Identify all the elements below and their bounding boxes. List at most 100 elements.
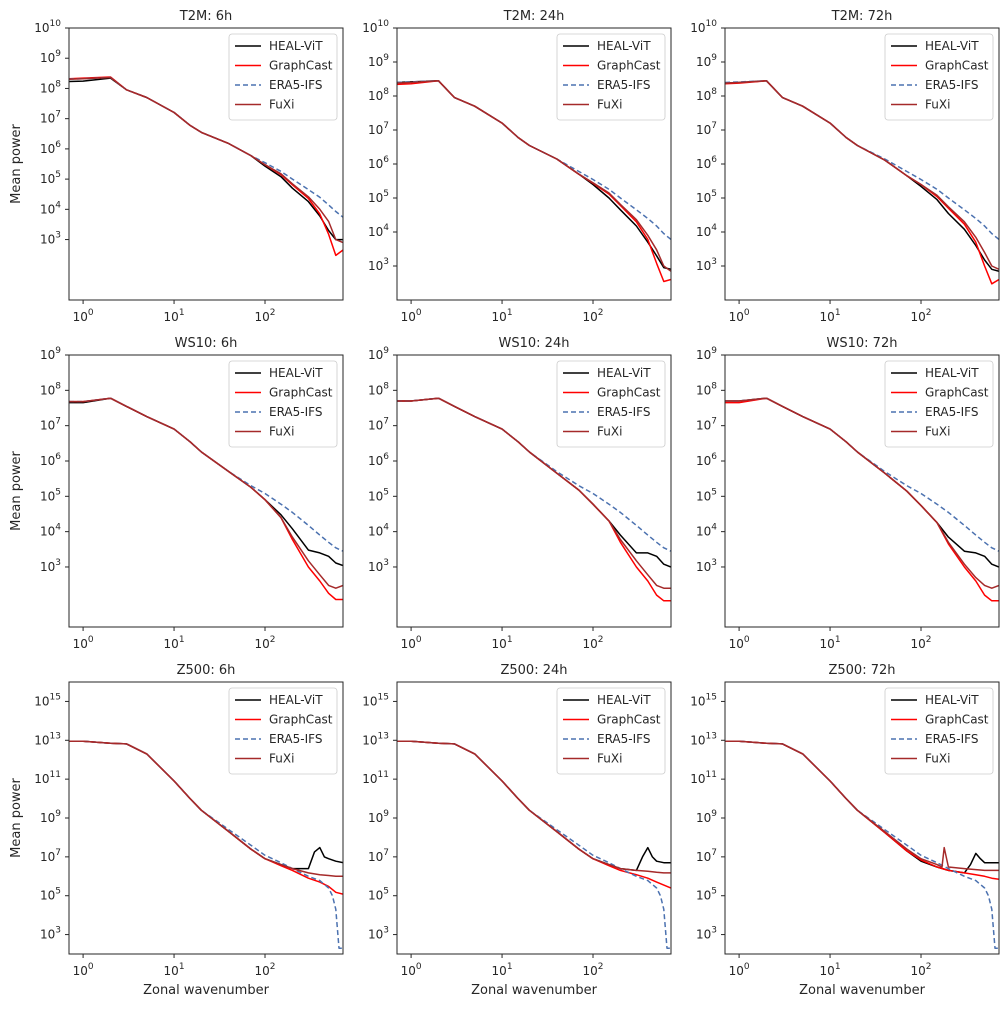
legend-label-graphcast: GraphCast [597,713,661,727]
panel-title: T2M: 6h [179,9,232,24]
series-group [725,740,999,949]
x-axis-label: Zonal wavenumber [799,983,925,998]
panel-title: Z500: 72h [828,663,895,678]
legend: HEAL-ViT GraphCast ERA5-IFS FuXi [556,360,666,448]
legend-label-graphcast: GraphCast [269,386,333,400]
x-tick-label: 100 [73,308,94,324]
legend-label-fuxi: FuXi [597,425,622,439]
legend-label-era5-ifs: ERA5-IFS [269,405,322,419]
y-tick-label: 105 [40,170,61,186]
y-tick-label: 103 [40,231,61,247]
panel-z500-72h: Z500: 72h 100 101 102 103 105 107 109 1011 1013 10… [690,663,1000,998]
series-line-fuxi [69,397,343,589]
panel-t2m-6h: T2M: 6h 100 101 102 103 104 105 106 107 108 109 101… [9,9,344,324]
y-axis-label: Mean power [9,777,24,857]
y-tick-label: 1013 [34,731,61,747]
y-tick-label: 106 [40,140,61,156]
legend: HEAL-ViT GraphCast ERA5-IFS FuXi [228,33,338,121]
y-tick-label: 103 [368,558,389,574]
series-line-fuxi [397,740,671,874]
y-tick-label: 1013 [362,731,389,747]
y-tick-label: 1015 [362,692,389,708]
x-tick-label: 101 [164,962,185,978]
legend-label-fuxi: FuXi [269,98,294,112]
legend-label-era5-ifs: ERA5-IFS [269,732,322,746]
legend-box [884,33,994,121]
panel-ws10-72h: WS10: 72h 100 101 102 103 104 105 106 107 108 109 H… [696,336,1000,651]
legend-label-era5-ifs: ERA5-IFS [597,78,650,92]
y-tick-label: 103 [368,926,389,942]
y-tick-label: 106 [368,155,389,171]
panel-z500-6h: Z500: 6h 100 101 102 103 105 107 109 1011 1013 101… [9,663,344,998]
legend-label-fuxi: FuXi [597,98,622,112]
y-axis-label: Mean power [9,123,24,203]
x-tick-label: 101 [492,308,513,324]
legend-label-fuxi: FuXi [925,98,950,112]
y-tick-label: 109 [40,346,61,362]
legend-label-heal-vit: HEAL-ViT [925,366,979,380]
y-tick-label: 109 [40,49,61,65]
y-tick-label: 105 [368,887,389,903]
y-axis-label: Mean power [9,450,24,530]
x-tick-label: 101 [492,962,513,978]
panel-ws10-24h: WS10: 24h 100 101 102 103 104 105 106 107 108 109 H… [368,336,672,651]
y-tick-label: 103 [696,558,717,574]
y-tick-label: 103 [40,926,61,942]
y-tick-label: 107 [696,848,717,864]
y-tick-label: 106 [40,452,61,468]
panel-ws10-6h: WS10: 6h 100 101 102 103 104 105 106 107 108 109 HE… [9,336,344,651]
axes-frame [68,681,344,955]
legend-box [884,360,994,448]
y-tick-label: 107 [40,417,61,433]
x-axis-label: Zonal wavenumber [143,983,269,998]
legend-label-heal-vit: HEAL-ViT [925,39,979,53]
x-tick-label: 101 [492,635,513,651]
x-tick-label: 100 [73,635,94,651]
x-tick-label: 100 [401,308,422,324]
y-tick-label: 103 [696,257,717,273]
x-tick-label: 101 [820,962,841,978]
y-tick-label: 1010 [362,19,389,35]
legend-label-graphcast: GraphCast [925,386,989,400]
legend: HEAL-ViT GraphCast ERA5-IFS FuXi [228,360,338,448]
legend-label-fuxi: FuXi [925,425,950,439]
y-tick-label: 103 [368,257,389,273]
y-tick-label: 105 [40,887,61,903]
legend-label-era5-ifs: ERA5-IFS [925,78,978,92]
legend-box [556,360,666,448]
y-tick-label: 109 [40,809,61,825]
axes-frame [396,681,672,955]
y-tick-label: 109 [696,809,717,825]
legend-label-heal-vit: HEAL-ViT [269,39,323,53]
series-group [725,397,999,602]
x-tick-label: 102 [911,308,932,324]
panel-title: WS10: 24h [499,336,570,351]
y-tick-label: 104 [696,223,717,239]
legend-label-graphcast: GraphCast [597,386,661,400]
y-tick-label: 105 [696,189,717,205]
series-group [69,740,343,949]
y-tick-label: 106 [368,452,389,468]
y-tick-label: 109 [368,53,389,69]
panel-z500-24h: Z500: 24h 100 101 102 103 105 107 109 1011 1013 10… [362,663,672,998]
legend-label-heal-vit: HEAL-ViT [269,693,323,707]
y-tick-label: 1010 [34,19,61,35]
y-tick-label: 103 [696,926,717,942]
panel-title: WS10: 6h [175,336,238,351]
x-tick-label: 100 [401,635,422,651]
panel-title: Z500: 24h [500,663,567,678]
y-tick-label: 104 [368,223,389,239]
legend: HEAL-ViT GraphCast ERA5-IFS FuXi [556,687,666,775]
y-tick-label: 108 [368,87,389,103]
legend: HEAL-ViT GraphCast ERA5-IFS FuXi [228,687,338,775]
x-tick-label: 102 [255,308,276,324]
x-tick-label: 101 [820,635,841,651]
y-tick-label: 104 [696,523,717,539]
panel-title: WS10: 72h [827,336,898,351]
axes-frame [724,27,1000,301]
y-tick-label: 104 [368,523,389,539]
x-tick-label: 100 [729,308,750,324]
x-tick-label: 102 [583,308,604,324]
legend-label-era5-ifs: ERA5-IFS [925,405,978,419]
